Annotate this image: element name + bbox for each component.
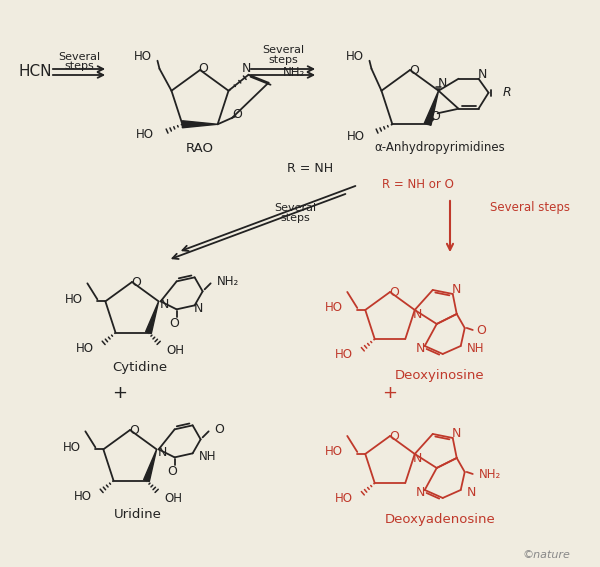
Text: O: O (131, 276, 141, 289)
Text: NH: NH (199, 450, 216, 463)
Text: O: O (129, 424, 139, 437)
Text: +: + (383, 384, 398, 402)
Text: HO: HO (74, 490, 92, 503)
Polygon shape (424, 91, 439, 125)
Text: N: N (478, 68, 487, 81)
Text: O: O (170, 317, 179, 330)
Text: steps: steps (268, 55, 298, 65)
Text: Deoxyadenosine: Deoxyadenosine (385, 514, 496, 527)
Text: N: N (416, 342, 425, 356)
Text: O: O (477, 324, 487, 337)
Text: HO: HO (335, 348, 353, 361)
Text: HCN: HCN (18, 65, 52, 79)
Text: HO: HO (325, 302, 343, 315)
Text: HO: HO (325, 446, 343, 459)
Polygon shape (143, 450, 157, 481)
Text: O: O (167, 465, 178, 478)
Text: Several: Several (274, 203, 316, 213)
Text: ©nature: ©nature (522, 550, 570, 560)
Text: Deoxyinosine: Deoxyinosine (395, 369, 485, 382)
Text: N: N (158, 446, 167, 459)
Text: NH₂: NH₂ (283, 66, 305, 79)
Text: RAO: RAO (186, 142, 214, 154)
Text: α-Anhydropyrimidines: α-Anhydropyrimidines (374, 142, 505, 154)
Text: N: N (160, 298, 169, 311)
Text: O: O (409, 64, 419, 77)
Text: Several: Several (262, 45, 304, 55)
Text: NH: NH (467, 342, 484, 356)
Text: HO: HO (335, 492, 353, 505)
Text: Cytidine: Cytidine (112, 362, 167, 374)
Polygon shape (182, 121, 218, 128)
Text: HO: HO (133, 50, 151, 64)
Text: OH: OH (166, 344, 184, 357)
Text: N: N (452, 284, 461, 297)
Text: O: O (389, 286, 399, 298)
Text: Several: Several (58, 52, 100, 62)
Text: N: N (452, 428, 461, 441)
Text: O: O (215, 423, 224, 436)
Text: HO: HO (64, 441, 82, 454)
Text: O: O (198, 61, 208, 74)
Text: R = NH or O: R = NH or O (382, 179, 454, 192)
Text: N: N (438, 77, 447, 90)
Text: HO: HO (136, 128, 154, 141)
Text: N: N (194, 302, 203, 315)
Text: HO: HO (65, 293, 83, 306)
Text: HO: HO (347, 130, 365, 143)
Text: Several steps: Several steps (490, 201, 570, 214)
Text: OH: OH (164, 492, 182, 505)
Text: NH₂: NH₂ (217, 275, 239, 288)
Text: N: N (413, 308, 422, 321)
Text: HO: HO (346, 50, 364, 64)
Text: O: O (431, 110, 440, 123)
Text: R = NH: R = NH (287, 162, 333, 175)
Text: N: N (416, 486, 425, 500)
Text: Uridine: Uridine (114, 509, 162, 522)
Text: NH₂: NH₂ (479, 468, 501, 481)
Text: N: N (242, 62, 251, 75)
Text: R: R (503, 86, 511, 99)
Text: +: + (113, 384, 128, 402)
Polygon shape (146, 301, 158, 333)
Text: steps: steps (280, 213, 310, 223)
Text: O: O (233, 108, 242, 121)
Text: O: O (389, 429, 399, 442)
Text: N: N (413, 452, 422, 466)
Text: steps: steps (64, 61, 94, 71)
Text: HO: HO (76, 342, 94, 355)
Text: N: N (467, 486, 476, 500)
